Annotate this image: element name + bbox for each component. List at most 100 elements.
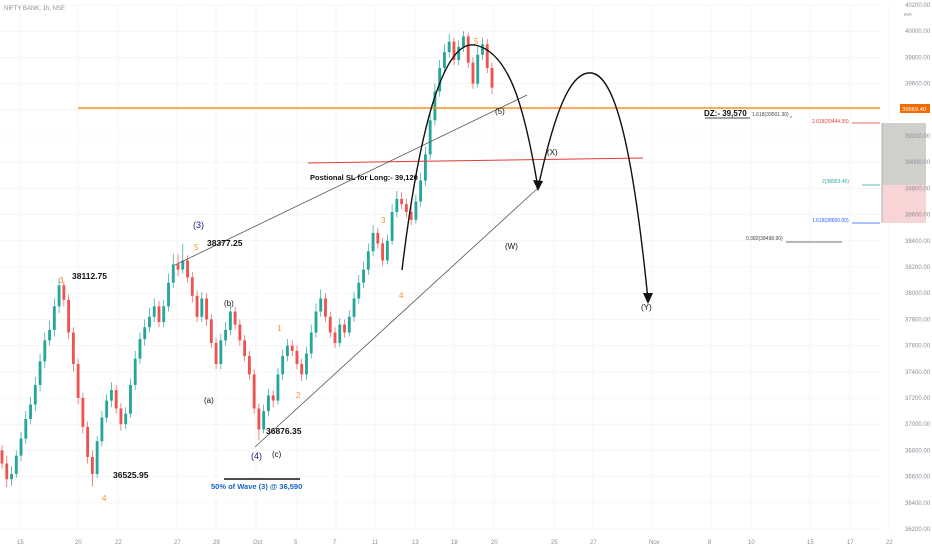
candle-body (305, 353, 308, 375)
y-tick-label: 40200.00 (905, 3, 931, 9)
y-tick-label: 36200.00 (905, 527, 931, 533)
candle-body (371, 232, 375, 252)
wave-3-blue: (3) (193, 220, 204, 230)
candle-body (404, 204, 408, 212)
y-tick-label: 39000.00 (905, 160, 931, 166)
candle-body (490, 67, 494, 88)
candle-body (228, 311, 232, 330)
candle-body (400, 198, 404, 205)
last-price-tag: 39569.40 (900, 104, 930, 113)
wave-c: (c) (272, 450, 282, 459)
candle-body (476, 54, 480, 84)
candle-body (428, 120, 432, 155)
projection-arc-2 (537, 72, 649, 301)
candle-body (471, 62, 475, 84)
wave-3-mid: 3 (381, 216, 386, 225)
arrow-w (533, 180, 543, 191)
candle-body (209, 319, 213, 343)
x-tick-label: 18 (451, 540, 458, 546)
y-tick-label: 36800.00 (905, 448, 931, 454)
wave-4-blue: (4) (251, 451, 262, 461)
x-tick-label: 15 (17, 540, 24, 546)
scale-badge[interactable]: INR (904, 12, 913, 17)
y-tick-label: 38200.00 (905, 265, 931, 271)
candle-body (109, 390, 113, 401)
candle-body (414, 201, 418, 220)
candle-body (271, 395, 275, 401)
candle-body (233, 311, 237, 325)
x-tick-label: Nov (649, 540, 660, 546)
candle-body (390, 211, 394, 241)
candle-body (224, 329, 228, 341)
candle-body (247, 356, 251, 375)
candle-body (105, 400, 109, 418)
price-38112: 38112.75 (72, 271, 107, 281)
dz-label: DZ:- 39,570 (704, 109, 747, 118)
candle-body (148, 316, 151, 328)
candle-body (286, 345, 289, 357)
candle-body (71, 332, 75, 364)
fib-levels: 1.618(39501.30) 2.618(39444.35) 2(38953.45… (746, 112, 880, 243)
wave-b: (b) (224, 299, 234, 308)
y-tick-label: 37200.00 (905, 396, 931, 402)
candle-body (190, 277, 194, 296)
candle-body (10, 473, 13, 480)
fib-level-label: 2(38953.45) (822, 179, 849, 185)
wave-a: (a) (204, 396, 214, 405)
candle-body (19, 438, 23, 456)
candle-body (352, 298, 356, 317)
y-tick-label: 40000.00 (905, 29, 931, 35)
projection-arc-1 (401, 44, 539, 271)
candle-body (86, 426, 90, 457)
x-tick-label: 17 (847, 540, 854, 546)
fib-level-label: 0.382(38498.90) (746, 236, 783, 242)
lower-trendline[interactable] (254, 187, 539, 448)
candle-body (195, 295, 199, 317)
candle-body (162, 306, 166, 323)
y-tick-label: 39200.00 (905, 134, 931, 140)
fib-box-grey (882, 123, 926, 185)
candle-body (181, 260, 185, 270)
x-tick-label: 8 (708, 540, 712, 546)
price-axis[interactable]: 40200.0040000.0039800.0039600.0039400.00… (905, 3, 931, 533)
x-tick-label: 11 (372, 540, 379, 546)
sl-line[interactable] (307, 157, 644, 164)
drawings (78, 44, 926, 480)
candle-body (485, 44, 489, 68)
candle-body (176, 264, 180, 270)
candle-body (290, 345, 294, 351)
wave-x: (X) (547, 148, 558, 157)
candle-body (33, 384, 37, 405)
candle-body (43, 340, 47, 362)
x-tick-label: 15 (807, 540, 814, 546)
candles (0, 31, 494, 488)
candle-body (357, 282, 361, 299)
wave-5-paren: (5) (495, 107, 505, 116)
x-tick-label: 27 (174, 540, 181, 546)
y-tick-label: 37000.00 (905, 422, 931, 428)
candle-body (238, 324, 242, 341)
x-tick-label: 27 (590, 540, 597, 546)
candle-body (52, 306, 56, 330)
candle-body (452, 41, 456, 61)
sl-label: Postional SL for Long:- 39,120 (310, 173, 418, 182)
candle-body (143, 327, 147, 340)
candle-body (5, 463, 9, 480)
candle-body (409, 211, 413, 220)
upper-trendline[interactable] (174, 94, 528, 266)
y-tick-label: 36400.00 (905, 501, 931, 507)
fifty-pct-label: 50% of Wave (3) @ 36,590 (211, 482, 302, 491)
fib-box-pink (882, 185, 926, 223)
wave-4-mid: 4 (399, 291, 404, 300)
time-axis[interactable]: 15 20 22 27 29 Oct 5 7 11 13 18 20 25 27 Nov 8 10 15 17 22 (17, 540, 893, 546)
wave-1: 1 (277, 324, 282, 333)
candle-body (57, 285, 61, 307)
candle-body (333, 332, 337, 343)
fib-level-label: 1.618(38650.00) (812, 218, 849, 224)
candle-body (76, 363, 80, 398)
x-tick-label: 25 (551, 540, 558, 546)
y-tick-label: 38400.00 (905, 239, 931, 245)
candle-body (328, 316, 332, 333)
